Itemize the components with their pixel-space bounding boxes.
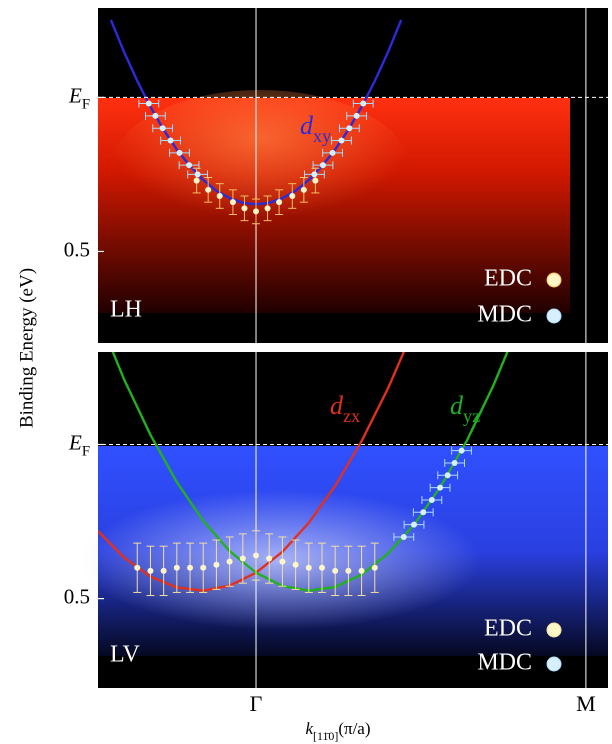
curve-label: dzx <box>330 391 360 426</box>
data-point <box>338 137 345 144</box>
legend-label: EDC <box>484 266 532 292</box>
legend-marker <box>546 622 562 638</box>
data-point <box>300 186 307 193</box>
data-point <box>253 208 260 215</box>
data-point <box>279 558 286 565</box>
data-point <box>152 112 159 119</box>
y-tick-label: EF <box>68 430 90 460</box>
data-point <box>444 472 451 479</box>
data-point <box>253 552 260 559</box>
data-point <box>213 561 220 568</box>
data-point <box>360 100 367 107</box>
data-point <box>289 192 296 199</box>
x-tick-label: M <box>576 691 596 716</box>
y-tick-label: 0.5 <box>64 237 90 261</box>
data-point <box>134 564 141 571</box>
data-point <box>167 137 174 144</box>
data-point <box>193 177 200 184</box>
intensity-glow <box>110 90 410 250</box>
data-point <box>176 149 183 156</box>
data-point <box>420 509 427 516</box>
data-point <box>358 567 365 574</box>
data-point <box>160 567 167 574</box>
x-axis-label: k[11̄0](π/a) <box>305 719 370 743</box>
data-point <box>264 205 271 212</box>
legend-label: EDC <box>484 616 532 642</box>
data-point <box>353 112 360 119</box>
data-point <box>305 564 312 571</box>
data-point <box>292 561 299 568</box>
curve-label: dyz <box>450 391 480 426</box>
data-point <box>311 171 318 178</box>
data-point <box>371 564 378 571</box>
data-point <box>276 199 283 206</box>
panel-label: LH <box>110 297 142 323</box>
legend-marker <box>546 272 562 288</box>
legend-label: MDC <box>477 650 532 676</box>
data-point <box>318 564 325 571</box>
data-point <box>194 171 201 178</box>
data-point <box>345 567 352 574</box>
x-tick-label: Γ <box>250 691 263 716</box>
data-point <box>312 177 319 184</box>
data-point <box>266 555 273 562</box>
y-axis-label: Binding Energy (eV) <box>16 268 37 428</box>
data-point <box>187 564 194 571</box>
data-point <box>332 567 339 574</box>
data-point <box>159 125 166 132</box>
data-point <box>458 447 465 454</box>
legend-marker <box>546 656 562 672</box>
data-point <box>428 496 435 503</box>
data-point <box>186 162 193 169</box>
data-point <box>241 205 248 212</box>
data-point <box>205 186 212 193</box>
data-point <box>346 125 353 132</box>
data-point <box>451 459 458 466</box>
y-tick-label: EF <box>68 83 90 113</box>
data-point <box>400 533 407 540</box>
panel-top <box>98 8 608 343</box>
data-point <box>173 564 180 571</box>
legend-label: MDC <box>477 302 532 328</box>
legend-marker <box>546 308 562 324</box>
data-point <box>200 564 207 571</box>
curve-label: dxy <box>300 111 332 146</box>
data-point <box>226 558 233 565</box>
plot-area <box>98 352 587 688</box>
data-point <box>145 100 152 107</box>
data-point <box>411 521 418 528</box>
data-point <box>329 149 336 156</box>
panel-label: LV <box>110 642 140 668</box>
data-point <box>229 199 236 206</box>
plot-area <box>109 8 587 343</box>
data-point <box>319 162 326 169</box>
data-point <box>437 484 444 491</box>
y-tick-label: 0.5 <box>64 584 90 608</box>
data-point <box>147 567 154 574</box>
data-point <box>216 192 223 199</box>
data-point <box>239 555 246 562</box>
